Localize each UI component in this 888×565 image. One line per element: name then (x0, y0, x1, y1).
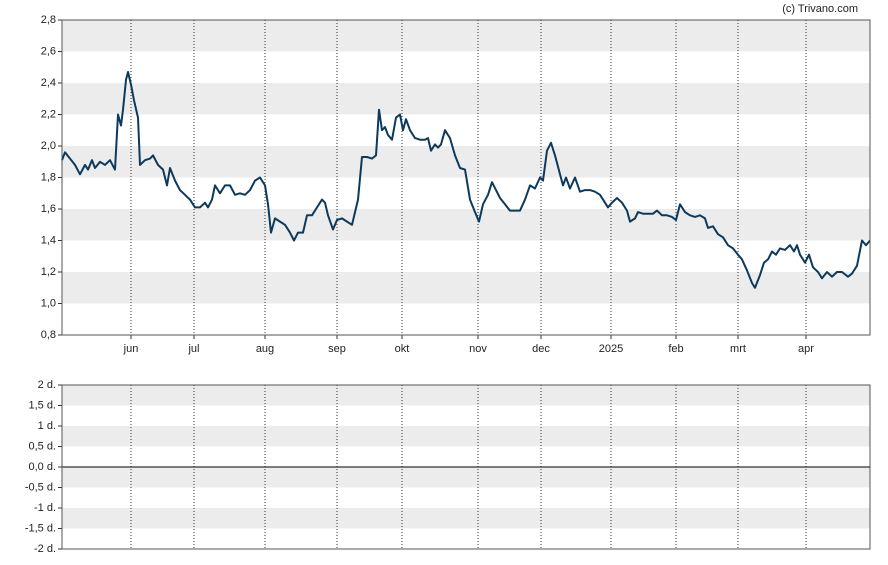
x-tick-label: mrt (730, 343, 746, 355)
y-tick-label: 2 d. (38, 379, 56, 391)
grid-band (62, 20, 870, 52)
y-tick-label: 2,0 (41, 140, 56, 152)
price-line (61, 71, 871, 289)
y-tick-label: -1,5 d. (25, 522, 56, 534)
y-tick-label: 1,2 (41, 266, 56, 278)
y-tick-label: 2,2 (41, 108, 56, 120)
y-tick-label: 2,4 (41, 77, 56, 89)
y-tick-label: 1,5 d. (28, 399, 56, 411)
y-tick-label: 2,6 (41, 45, 56, 57)
grid-band (62, 272, 870, 304)
y-tick-label: 2,8 (41, 14, 56, 26)
grid-band (62, 426, 870, 447)
plot-frame (61, 19, 871, 336)
y-tick-label: -0,5 d. (25, 481, 56, 493)
y-tick-label: 0,0 d. (28, 461, 56, 473)
y-tick-label: 1,6 (41, 203, 56, 215)
source: (c) Trivano.com (782, 3, 858, 15)
x-tick-label: sep (328, 343, 346, 355)
grid-band (62, 209, 870, 241)
x-tick-label: aug (256, 343, 274, 355)
y-tick-label: 1 d. (38, 420, 56, 432)
plot-frame (61, 384, 871, 550)
x-tick-label: 2025 (599, 343, 623, 355)
x-tick-label: nov (469, 343, 487, 355)
x-tick-label: apr (798, 343, 814, 355)
grid-band (62, 83, 870, 115)
y-tick-label: -2 d. (34, 543, 56, 555)
y-tick-label: 0,8 (41, 329, 56, 341)
y-tick-label: 1,0 (41, 297, 56, 309)
grid-band (62, 467, 870, 488)
x-tick-label: okt (395, 343, 410, 355)
x-tick-label: feb (668, 343, 683, 355)
y-tick-label: 1,4 (41, 234, 56, 246)
y-tick-label: 1,8 (41, 171, 56, 183)
x-tick-label: dec (532, 343, 550, 355)
y-tick-label: -1 d. (34, 502, 56, 514)
x-tick-label: jun (123, 343, 139, 355)
y-tick-label: 0,5 d. (28, 440, 56, 452)
grid-band (62, 508, 870, 529)
x-tick-label: jul (187, 343, 199, 355)
grid-band (62, 385, 870, 406)
